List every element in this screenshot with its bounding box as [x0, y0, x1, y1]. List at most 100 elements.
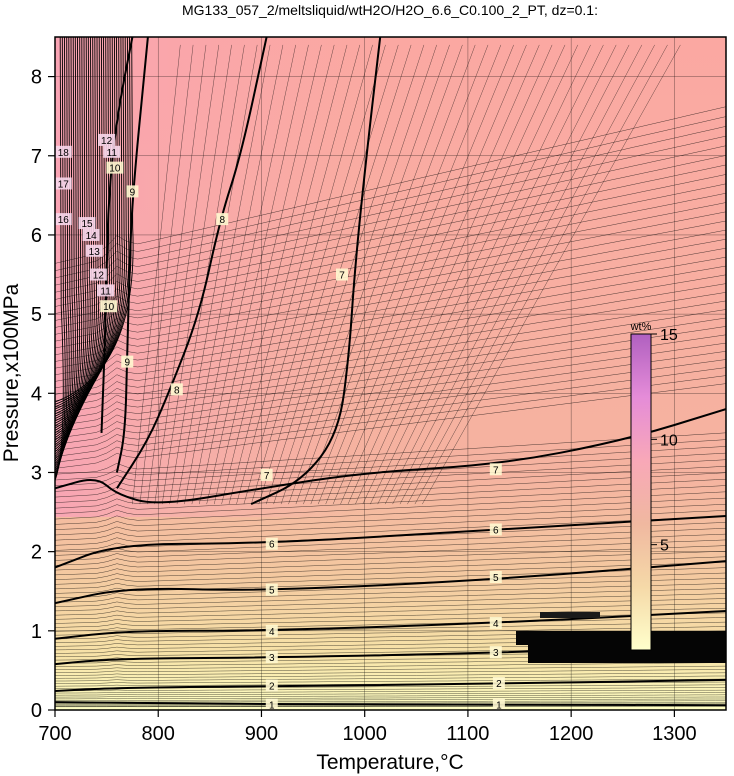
contour-line-9: [115, 37, 149, 473]
contour-label: 7: [264, 471, 270, 482]
x-tick-label: 900: [245, 723, 278, 745]
minor-contour: [370, 44, 591, 505]
contour-label: 18: [58, 148, 70, 159]
contour-label: 6: [493, 525, 499, 536]
x-axis-ticks: 700 800 900 1000 1100 1200 1300: [38, 710, 697, 745]
minor-contour: [422, 44, 681, 505]
minor-contour: [55, 678, 726, 684]
dense-contour: [55, 37, 95, 446]
minor-contour: [184, 44, 271, 505]
y-tick-label: 2: [31, 542, 42, 564]
minor-contour: [55, 247, 726, 369]
minor-contour: [258, 44, 399, 505]
minor-contour: [55, 220, 726, 349]
contour-label-box: [98, 133, 116, 146]
dense-left-contours: [55, 37, 134, 481]
minor-contour: [55, 274, 726, 389]
contour-label: 4: [269, 627, 275, 638]
minor-contour: [55, 593, 726, 612]
dense-contour: [55, 37, 130, 408]
minor-contour: [55, 694, 726, 698]
contour-label-box: [100, 300, 118, 313]
minor-contour: [325, 44, 514, 505]
minor-contour: [55, 229, 726, 356]
minor-contour: [55, 351, 726, 445]
contour-label: 4: [493, 619, 499, 630]
dense-contour: [55, 37, 87, 455]
minor-contour: [317, 44, 502, 505]
minor-contour: [55, 696, 726, 700]
minor-contour: [55, 478, 726, 514]
minor-contour: [213, 44, 322, 505]
minor-contour: [384, 44, 617, 505]
high-temperature-artifacts: [516, 612, 726, 663]
minor-contour: [414, 44, 668, 505]
y-tick-label: 5: [31, 304, 42, 326]
contour-label: 9: [130, 187, 136, 198]
minor-contour: [55, 583, 726, 603]
minor-contour: [154, 44, 220, 505]
contour-label-box: [78, 217, 96, 230]
contour-label-box: [265, 679, 278, 692]
contour-label: 7: [493, 465, 499, 476]
minor-contour: [377, 44, 604, 505]
contour-label-box: [489, 463, 502, 476]
minor-contour: [55, 577, 726, 599]
contour-label-box: [216, 213, 229, 226]
minor-contour: [273, 44, 425, 505]
minor-contour: [55, 617, 726, 632]
minor-contour: [55, 283, 726, 395]
minor-contour: [55, 504, 726, 536]
x-tick-label: 1200: [549, 723, 594, 745]
grid-lines: [55, 37, 726, 710]
contour-line-7: [250, 37, 382, 506]
contour-label: 5: [493, 573, 499, 584]
minor-contour: [55, 265, 726, 382]
minor-contour: [55, 687, 726, 692]
x-tick-label: 1300: [652, 723, 697, 745]
minor-contour: [392, 44, 630, 505]
minor-contour: [55, 572, 726, 594]
minor-contour: [55, 202, 726, 335]
y-tick-label: 3: [31, 462, 42, 484]
contour-label-box: [489, 570, 502, 583]
minor-contour: [55, 662, 726, 670]
colorbar-tick-label: 10: [660, 432, 678, 449]
minor-contour: [55, 669, 726, 676]
minor-contour: [132, 44, 181, 505]
contour-label: 1: [496, 700, 502, 711]
minor-contour: [191, 44, 284, 505]
contour-line-6: [55, 515, 726, 569]
minor-contour: [176, 44, 258, 505]
contour-label-box: [489, 523, 502, 536]
dense-contour: [55, 37, 76, 467]
contour-label-box: [121, 355, 134, 368]
contour-label-box: [55, 145, 72, 158]
minor-contour: [55, 603, 726, 620]
dense-contour: [55, 37, 91, 450]
minor-contour: [139, 44, 194, 505]
contour-label-box: [265, 624, 278, 637]
minor-contour: [55, 533, 726, 561]
minor-contour: [55, 106, 726, 264]
contour-line-7: [55, 408, 726, 504]
minor-contour: [295, 44, 463, 505]
y-tick-label: 0: [31, 700, 42, 722]
artifact-block-upper: [516, 631, 726, 645]
contour-label-box: [103, 145, 121, 158]
minor-contour: [55, 211, 726, 342]
y-tick-label: 7: [31, 146, 42, 168]
plot-frame: [54, 36, 727, 711]
minor-contour: [169, 44, 245, 505]
x-tick-label: 1000: [342, 723, 387, 745]
minor-contour: [55, 705, 726, 707]
minor-contour: [55, 510, 726, 541]
minor-contour: [55, 326, 726, 427]
contour-label: 11: [107, 148, 118, 159]
minor-contour: [310, 44, 489, 505]
minor-contour: [280, 44, 437, 505]
dense-contour: [55, 37, 126, 412]
plot-area: 1 12 23 34455667778899101011111212131415161…: [55, 37, 726, 711]
contour-label: 5: [269, 586, 275, 597]
